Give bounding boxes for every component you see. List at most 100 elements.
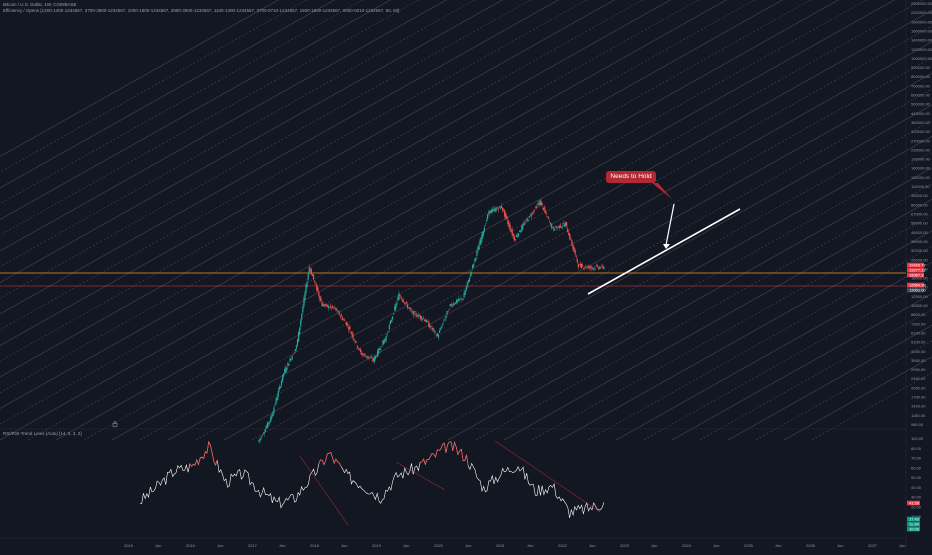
rsi-overbought-segment [209, 442, 211, 446]
candle-body [433, 328, 434, 330]
price-tick-label: 110000.00 [911, 184, 930, 189]
candle-body [402, 299, 403, 300]
channel-line [672, 0, 932, 440]
arrow-pointer[interactable] [663, 204, 674, 249]
indicator-title[interactable]: Efficiency / Opens [1200-1400-1234567, 3… [3, 8, 399, 13]
price-tick-label: 900000.00 [911, 65, 931, 70]
channel-line [588, 0, 932, 440]
price-tick-label: 1000000.00 [911, 56, 932, 61]
candle-body [408, 308, 409, 309]
candle-body [424, 320, 425, 321]
rsi-axis[interactable]: 100.0080.0070.0060.0050.0040.0030.0020.0… [907, 436, 924, 531]
rsi-line[interactable] [140, 442, 604, 518]
candle-body [441, 327, 442, 328]
candle-body [510, 230, 511, 232]
candle-body [260, 438, 261, 440]
rsi-overbought-segment [192, 464, 194, 466]
candle-body [407, 304, 408, 308]
candle-body [344, 320, 345, 321]
candle-body [378, 349, 379, 354]
candle-body [484, 227, 485, 232]
lock-icon[interactable] [112, 421, 118, 427]
price-tick-label: 1180.00 [911, 413, 926, 418]
candle-body [547, 217, 548, 218]
candle-body [279, 387, 280, 391]
candle-body [386, 336, 387, 340]
candle-body [471, 272, 472, 274]
candle-body [566, 222, 567, 226]
candle-body [564, 224, 565, 226]
price-tick-label: 8800.00 [911, 312, 926, 317]
time-tick-label: 2015 [124, 543, 134, 548]
candle-body [388, 332, 389, 333]
candle-body [292, 356, 293, 359]
support-trendline[interactable] [588, 209, 740, 294]
price-tick-label: 600000.00 [911, 93, 931, 98]
candle-body [412, 311, 413, 312]
rsi-title[interactable]: RSI/RSI-Trend Lines (Auto) [14, 5, 3, 2] [3, 431, 82, 436]
candle-body [258, 440, 259, 442]
candle-body [367, 356, 368, 358]
rsi-overbought-segment [456, 447, 458, 455]
candle-body [340, 316, 341, 317]
candle-body [586, 267, 587, 268]
candle-body [389, 325, 390, 330]
channel-line [0, 0, 548, 440]
candle-body [409, 307, 410, 308]
candle-body [348, 327, 349, 330]
candle-body [262, 435, 263, 436]
candle-body [524, 224, 525, 225]
candle-body [400, 297, 401, 299]
candle-body [280, 386, 281, 388]
price-tick-label: 2450.00 [911, 376, 926, 381]
candle-body [345, 323, 346, 324]
price-tick-label: 1600000.00 [911, 28, 932, 33]
candle-body [520, 231, 521, 233]
price-tick-label: 270000.00 [911, 138, 931, 143]
candle-body [552, 227, 553, 228]
candle-body [414, 312, 415, 313]
channel-line [504, 0, 932, 440]
candle-body [513, 234, 514, 236]
candle-body [285, 367, 286, 372]
rsi-overbought-segment [339, 463, 341, 466]
candle-body [443, 321, 444, 322]
candle-body [422, 319, 423, 320]
price-tick-label: 1200000.00 [911, 47, 932, 52]
candle-body [427, 321, 428, 322]
channel-line [140, 0, 932, 440]
rsi-overbought-segment [326, 454, 328, 461]
candle-body [350, 332, 351, 333]
candle-body [297, 339, 298, 345]
candle-body [491, 210, 492, 213]
candle-body [373, 358, 374, 361]
channel-line [224, 0, 932, 440]
candle-body [599, 267, 600, 269]
candle-body [569, 234, 570, 239]
channel-line [0, 0, 436, 440]
candle-body [321, 302, 322, 306]
needs-to-hold-callout[interactable]: Needs to Hold [606, 171, 656, 183]
channel-line [280, 0, 932, 440]
time-tick-label: 2019 [372, 543, 382, 548]
channel-lines [0, 0, 932, 440]
rsi-overbought-segment [467, 455, 469, 466]
candle-body [597, 265, 598, 266]
candle-body [335, 308, 336, 310]
candle-body [302, 307, 303, 313]
price-axis[interactable]: 2500000.002200000.001900000.001600000.00… [907, 1, 932, 427]
channel-line [756, 0, 932, 440]
channel-line [364, 0, 932, 440]
candle-body [461, 299, 462, 300]
candle-body [602, 266, 603, 268]
time-tick-label: 2017 [248, 543, 258, 548]
candle-body [266, 426, 267, 429]
candle-body [425, 320, 426, 322]
candle-body [451, 304, 452, 306]
candle-body [501, 206, 502, 208]
symbol-title[interactable]: Bitcoin / U.S. Dollar, 1W, COINBASE [3, 2, 77, 7]
time-tick-label: Jun [217, 543, 223, 548]
